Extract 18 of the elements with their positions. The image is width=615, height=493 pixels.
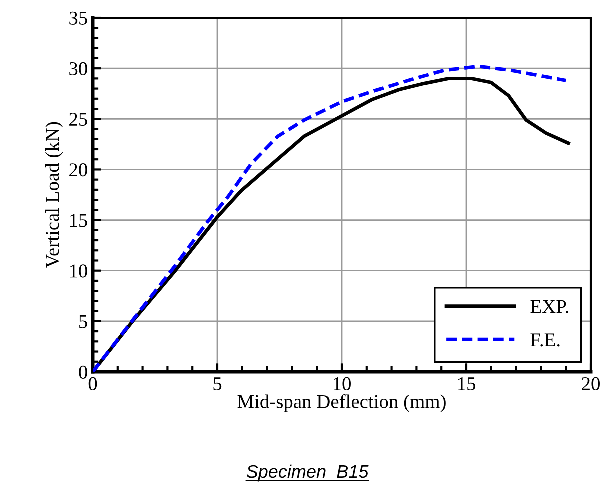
x-axis-title: Mid-span Deflection (mm) [238, 394, 446, 412]
y-tick-label: 35 [70, 12, 88, 25]
x-tick-label: 20 [582, 377, 600, 391]
y-tick-label: 15 [70, 214, 88, 228]
y-tick-label: 25 [70, 113, 88, 126]
y-tick-label: 20 [70, 164, 88, 177]
y-tick-label: 0 [79, 366, 88, 379]
legend-label: EXP. [530, 300, 568, 314]
y-axis-title: Vertical Load (kN) [46, 122, 64, 268]
y-tick-label: 5 [80, 315, 88, 328]
x-tick-label: 0 [88, 377, 98, 391]
x-tick-label: 5 [214, 378, 222, 391]
x-tick-label: 10 [334, 377, 351, 391]
x-tick-label: 15 [458, 378, 476, 391]
y-tick-label: 30 [70, 62, 88, 76]
y-tick-label: 10 [70, 264, 88, 278]
text: Specimen B15 [246, 464, 369, 482]
legend-label: F.E. [530, 334, 560, 347]
